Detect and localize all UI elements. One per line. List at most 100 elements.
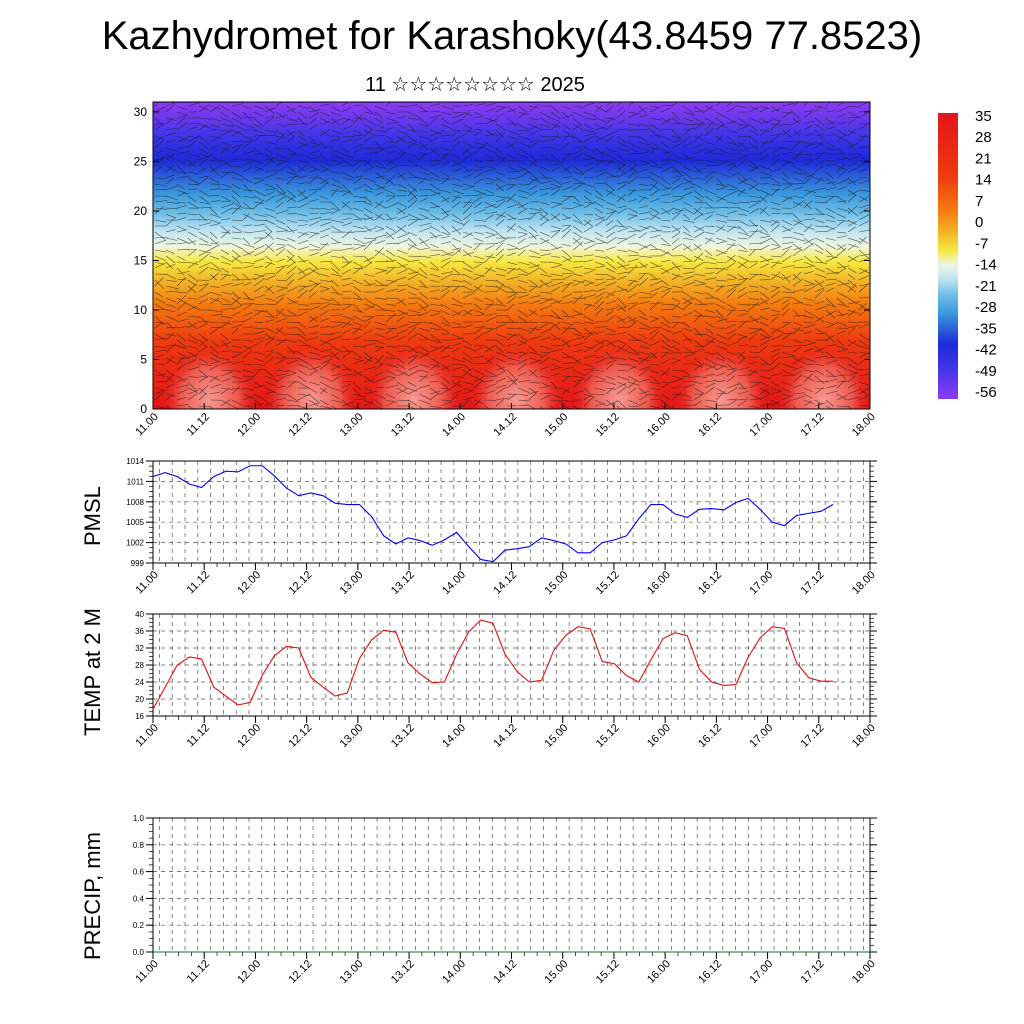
wind-barb — [440, 171, 450, 178]
wind-barb — [616, 386, 628, 395]
wind-barb — [682, 207, 694, 214]
wind-barb — [407, 370, 420, 377]
wind-barb — [517, 267, 530, 275]
wind-barb — [528, 190, 538, 197]
wind-barb — [154, 337, 167, 341]
wind-barb — [847, 205, 858, 215]
wind-barb — [264, 173, 277, 179]
wind-barb — [847, 156, 859, 161]
wind-barb — [704, 195, 714, 202]
wind-barb — [517, 231, 527, 235]
wind-barb — [627, 164, 638, 173]
wind-barb — [517, 333, 527, 341]
wind-barb — [418, 135, 431, 140]
x-tick-label: 17.12 — [799, 958, 827, 986]
wind-barb — [572, 369, 585, 376]
wind-barb — [330, 183, 344, 189]
wind-barb — [704, 255, 717, 261]
wind-barb — [209, 272, 219, 281]
wind-barb — [165, 369, 174, 377]
wind-barb — [253, 321, 264, 323]
wind-barb — [308, 232, 319, 239]
wind-barb — [385, 135, 394, 141]
wind-barb — [330, 365, 341, 371]
wind-barb — [418, 352, 430, 359]
wind-barb — [209, 188, 221, 191]
wind-barb — [286, 219, 297, 223]
wind-barb — [154, 156, 165, 167]
wind-barb — [187, 285, 197, 294]
wind-barb — [583, 345, 595, 350]
wind-barb — [363, 315, 374, 318]
wind-barb — [264, 285, 275, 295]
wind-barb — [385, 249, 396, 257]
wind-barb — [616, 205, 627, 209]
wind-barb — [627, 189, 636, 197]
series-line — [152, 619, 833, 710]
wind-barb — [737, 313, 749, 317]
wind-barb — [847, 273, 856, 280]
wind-barb — [792, 315, 806, 317]
y-tick-label: 24 — [135, 678, 144, 687]
wind-barb — [451, 237, 462, 243]
wind-barb — [352, 255, 364, 257]
wind-barb — [154, 150, 164, 155]
wind-barb — [297, 246, 309, 251]
wind-barb — [462, 141, 474, 148]
wind-barb — [715, 267, 726, 275]
wind-barb — [693, 314, 702, 323]
wind-barb — [704, 211, 716, 215]
wind-barb — [550, 177, 562, 186]
wind-barb — [737, 207, 750, 213]
wind-barb — [638, 315, 648, 321]
wind-barb — [704, 365, 716, 371]
wind-barb — [341, 277, 352, 281]
wind-barb — [693, 273, 706, 277]
wind-barb — [726, 225, 740, 229]
wind-barb — [462, 104, 474, 107]
wind-barb — [242, 139, 253, 143]
wind-barb — [561, 216, 571, 221]
wind-barb — [836, 291, 848, 299]
wind-barb — [165, 255, 176, 264]
wind-barb — [440, 197, 450, 203]
wind-barb — [495, 387, 506, 395]
wind-barb — [198, 357, 209, 364]
wind-barb — [363, 241, 373, 251]
wind-barb — [506, 140, 518, 149]
wind-barb — [671, 232, 681, 239]
wind-barb — [825, 147, 836, 151]
wind-barb — [253, 167, 263, 173]
wind-barb — [440, 189, 452, 194]
wind-barb — [528, 125, 538, 131]
wind-barb — [704, 117, 714, 123]
wind-barb — [165, 201, 179, 204]
wind-barb — [616, 110, 626, 119]
wind-barb — [209, 195, 220, 197]
wind-barb — [572, 201, 584, 207]
wind-barb — [847, 153, 859, 155]
wind-barb — [231, 324, 243, 329]
wind-barb — [275, 397, 287, 401]
wind-barb — [825, 287, 835, 293]
wind-barb — [352, 134, 363, 137]
wind-barb — [792, 392, 805, 395]
wind-barb — [176, 295, 187, 305]
wind-barb — [429, 243, 439, 248]
wind-barb — [605, 375, 615, 381]
wind-barb — [473, 146, 485, 149]
wind-barb — [231, 243, 244, 250]
wind-barb — [715, 219, 728, 223]
wind-barb — [242, 375, 255, 377]
wind-barb — [803, 339, 816, 344]
wind-barb — [704, 149, 716, 155]
wind-barb — [440, 214, 450, 221]
wind-barb — [407, 135, 418, 144]
wind-barb — [682, 375, 696, 379]
wind-barb — [847, 237, 861, 243]
wind-barb — [594, 237, 605, 243]
wind-barb — [220, 255, 233, 263]
wind-barb — [374, 362, 384, 371]
wind-barb — [682, 128, 691, 137]
wind-barb — [583, 355, 597, 359]
